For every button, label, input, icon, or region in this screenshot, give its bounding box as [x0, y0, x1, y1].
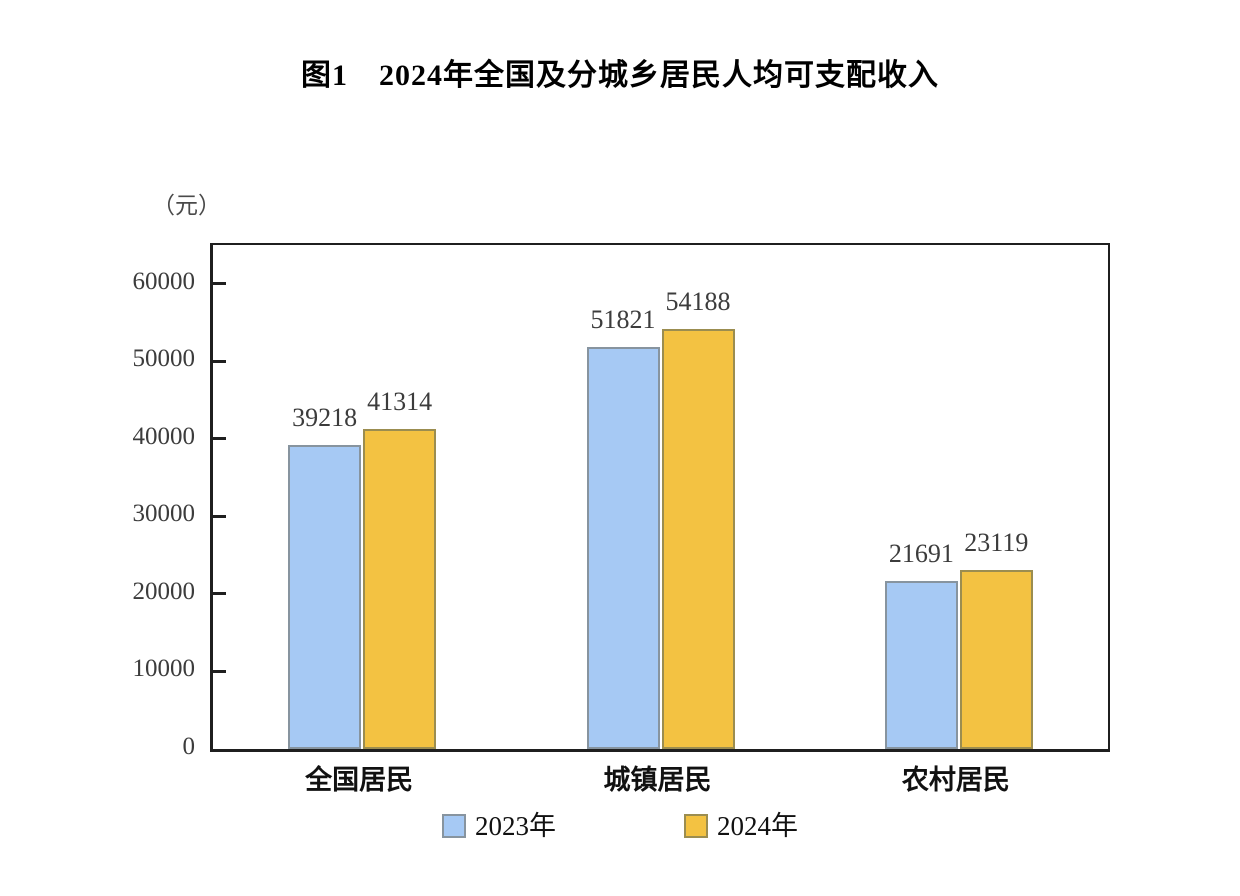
- legend-swatch-icon: [684, 814, 708, 838]
- x-axis-category-label: 全国居民: [305, 765, 414, 795]
- y-axis-tick-label: 30000: [132, 500, 196, 528]
- y-axis-tick: [213, 669, 226, 673]
- x-axis-category-label: 城镇居民: [603, 765, 712, 795]
- bar-2024年-全国居民: [363, 428, 437, 749]
- bar-value-label: 51821: [590, 305, 656, 335]
- y-axis-tick-label: 40000: [132, 422, 196, 450]
- legend-item: 2024年: [684, 812, 798, 840]
- plot-area: 39218 41314 51821 54188 21691 23119: [210, 243, 1110, 752]
- bar-value-label: 23119: [964, 527, 1029, 557]
- bar-value-label: 21691: [888, 538, 954, 568]
- legend-swatch-icon: [442, 814, 466, 838]
- bar-2024年-城镇居民: [661, 328, 735, 749]
- y-axis-tick-label: 20000: [132, 577, 196, 605]
- bar-2023年-城镇居民: [586, 347, 660, 749]
- legend-label: 2024年: [717, 811, 798, 841]
- y-axis-tick-label: 10000: [132, 655, 196, 683]
- y-axis-tick: [213, 359, 226, 363]
- bar-2023年-农村居民: [884, 580, 958, 749]
- bar-value-label: 39218: [292, 402, 358, 432]
- chart-title: 图1 2024年全国及分城乡居民人均可支配收入: [301, 59, 939, 92]
- x-axis-category-label: 农村居民: [901, 765, 1010, 795]
- y-axis-tick-label: 50000: [132, 345, 196, 373]
- bar-2024年-农村居民: [959, 569, 1033, 749]
- y-axis-tick-label: 0: [182, 733, 196, 760]
- y-axis-tick: [213, 437, 226, 441]
- bar-2023年-全国居民: [288, 444, 362, 749]
- y-axis-tick-label: 60000: [132, 267, 196, 295]
- legend: 2023年 2024年: [0, 812, 1240, 840]
- legend-label: 2023年: [475, 811, 556, 841]
- y-axis-unit-label: （元）: [152, 193, 221, 218]
- bar-value-label: 54188: [665, 286, 731, 316]
- legend-item: 2023年: [442, 812, 556, 840]
- y-axis-tick: [213, 282, 226, 286]
- bar-value-label: 41314: [367, 386, 433, 416]
- y-axis-tick: [213, 514, 226, 518]
- y-axis-tick: [213, 592, 226, 596]
